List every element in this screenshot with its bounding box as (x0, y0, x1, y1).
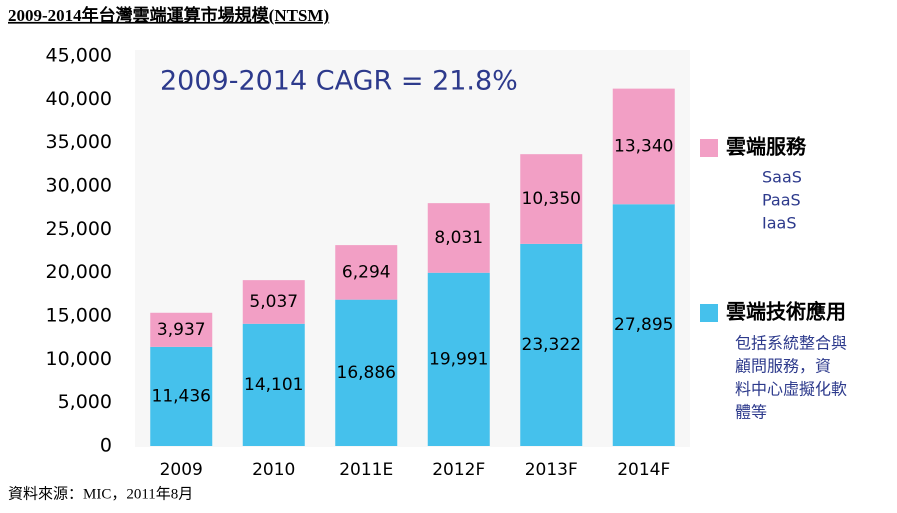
x-tick-label: 2014F (617, 460, 670, 480)
value-label: 11,436 (152, 386, 211, 406)
legend-note: 包括系統整合與 (735, 334, 847, 353)
bar-segment (335, 299, 398, 446)
plot-area (135, 50, 690, 447)
legend-note: 料中心虛擬化軟 (735, 380, 847, 399)
legend-note: SaaS (762, 168, 802, 187)
y-tick-label: 20,000 (46, 261, 112, 283)
legend-note: IaaS (762, 214, 796, 233)
value-label: 16,886 (337, 363, 396, 383)
bar-segment (242, 323, 305, 446)
y-tick-label: 15,000 (46, 305, 112, 327)
value-label: 3,937 (157, 320, 206, 340)
x-tick-label: 2011E (339, 460, 393, 480)
y-tick-label: 0 (100, 435, 112, 457)
x-tick-label: 2010 (252, 460, 295, 480)
value-label: 13,340 (614, 136, 673, 156)
y-tick-label: 30,000 (46, 175, 112, 197)
value-label: 6,294 (342, 262, 391, 282)
bar-segment (242, 280, 305, 324)
chart-title: 2009-2014年台灣雲端運算市場規模(NTSM) (8, 5, 329, 25)
value-label: 8,031 (434, 228, 483, 248)
legend-note: PaaS (762, 191, 801, 210)
legend-swatch (700, 139, 718, 157)
bar-segment (612, 88, 675, 205)
bar-segment (335, 245, 398, 300)
legend-note: 顧問服務，資 (735, 357, 831, 376)
bar-segment (150, 346, 213, 446)
y-tick-label: 35,000 (46, 131, 112, 153)
bar-segment (520, 154, 583, 244)
y-tick-label: 45,000 (46, 45, 112, 67)
value-label: 10,350 (522, 189, 581, 209)
x-tick-label: 2013F (525, 460, 578, 480)
x-tick-label: 2009 (160, 460, 203, 480)
bar-segment (520, 243, 583, 446)
value-label: 23,322 (522, 335, 581, 355)
legend-label: 雲端服務 (726, 135, 807, 159)
value-label: 27,895 (614, 315, 673, 335)
bar-segment (427, 272, 490, 446)
y-tick-label: 40,000 (46, 88, 112, 110)
value-label: 5,037 (249, 292, 298, 312)
legend-note: 體等 (735, 403, 767, 422)
source: 資料來源：MIC，2011年8月 (8, 485, 193, 502)
bar-segment (150, 312, 213, 347)
value-label: 19,991 (429, 349, 488, 369)
bar-segment (427, 203, 490, 273)
y-tick-label: 10,000 (46, 348, 112, 370)
legend-label: 雲端技術應用 (726, 300, 846, 324)
legend-swatch (700, 304, 718, 322)
annotation: 2009-2014 CAGR = 21.8% (160, 66, 518, 97)
y-tick-label: 25,000 (46, 218, 112, 240)
value-label: 14,101 (244, 375, 303, 395)
y-tick-label: 5,000 (58, 391, 112, 413)
bar-segment (612, 204, 675, 446)
x-tick-label: 2012F (432, 460, 485, 480)
